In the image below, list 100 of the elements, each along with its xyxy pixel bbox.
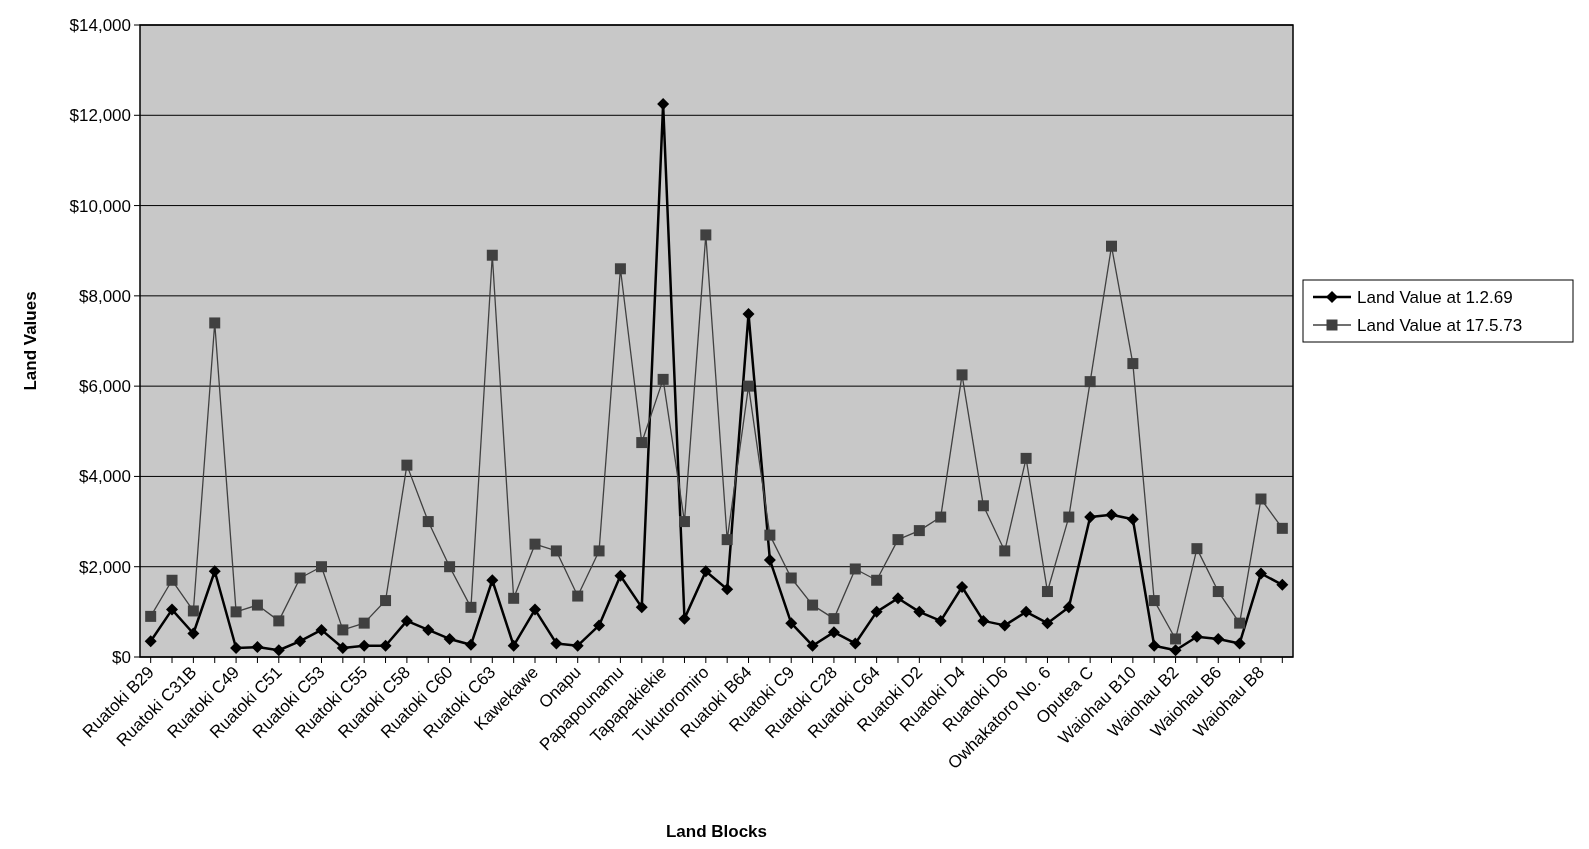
point	[400, 614, 413, 627]
point	[678, 516, 690, 528]
point	[742, 307, 755, 320]
point	[1190, 630, 1203, 643]
y-axis-title: Land Values	[21, 291, 40, 391]
point	[1170, 633, 1182, 645]
point	[999, 545, 1011, 557]
point	[635, 601, 648, 614]
point	[166, 574, 178, 586]
point	[977, 500, 989, 512]
point	[337, 624, 349, 636]
point	[1020, 452, 1032, 464]
point	[272, 644, 285, 657]
point	[935, 511, 947, 523]
point	[144, 635, 157, 648]
point	[1233, 637, 1246, 650]
point	[807, 599, 819, 611]
point	[550, 545, 562, 557]
y-tick-label: $10,000	[69, 196, 131, 216]
point	[1084, 376, 1096, 388]
point	[550, 637, 563, 650]
y-tick-label: $8,000	[79, 286, 131, 306]
point	[401, 459, 413, 471]
point	[699, 565, 712, 578]
point	[892, 534, 904, 546]
y-tick-label: $4,000	[79, 467, 131, 487]
point	[871, 574, 883, 586]
point	[614, 263, 626, 275]
point	[294, 572, 306, 584]
point	[251, 641, 264, 654]
point	[657, 98, 670, 110]
point	[1105, 508, 1118, 521]
point	[913, 525, 925, 537]
point	[273, 615, 285, 627]
point	[1126, 513, 1139, 526]
point	[529, 603, 542, 616]
point	[465, 601, 477, 613]
point	[358, 617, 370, 629]
point	[1148, 595, 1160, 607]
point	[166, 603, 179, 616]
point	[1276, 522, 1288, 534]
point	[209, 317, 221, 329]
point	[1254, 567, 1267, 580]
point	[913, 605, 926, 618]
y-tick-label: $14,000	[69, 15, 131, 35]
point	[444, 561, 456, 573]
point	[443, 632, 456, 645]
point	[1127, 358, 1139, 370]
y-tick-label: $6,000	[79, 377, 131, 397]
point	[849, 637, 862, 650]
y-tick-label: $2,000	[79, 557, 131, 577]
y-tick-label: $12,000	[69, 106, 131, 126]
point	[507, 639, 520, 652]
point	[1234, 617, 1246, 629]
point	[785, 617, 798, 630]
point	[464, 638, 477, 651]
point	[700, 229, 712, 241]
point	[593, 619, 606, 632]
point	[828, 613, 840, 625]
point	[827, 626, 840, 639]
point	[1063, 511, 1075, 523]
point	[1255, 493, 1267, 505]
point	[230, 606, 242, 618]
point	[251, 599, 263, 611]
point	[1062, 601, 1075, 614]
point	[870, 605, 883, 618]
point	[977, 614, 990, 627]
point	[529, 538, 541, 550]
point	[1148, 639, 1161, 652]
point	[764, 529, 776, 541]
point	[934, 614, 947, 627]
point	[422, 516, 434, 528]
point	[572, 590, 584, 602]
y-tick-label: $0	[112, 647, 131, 667]
point	[379, 639, 392, 652]
point	[1169, 644, 1182, 657]
point	[571, 639, 584, 652]
point	[486, 249, 498, 261]
point	[380, 595, 392, 607]
point	[721, 583, 734, 596]
point	[315, 623, 328, 636]
point	[593, 545, 605, 557]
point	[891, 592, 904, 605]
point	[956, 581, 969, 594]
point	[763, 553, 776, 566]
legend-label: Land Value at 1.2.69	[1357, 287, 1513, 307]
point	[208, 565, 221, 578]
x-axis-title: Land Blocks	[665, 822, 768, 841]
point	[1106, 240, 1118, 252]
point	[336, 641, 349, 654]
point	[508, 592, 520, 604]
point	[1212, 632, 1225, 645]
point	[187, 627, 200, 640]
legend-label: Land Value at 17.5.73	[1357, 315, 1523, 335]
point	[849, 563, 861, 575]
point	[1041, 586, 1053, 598]
point	[956, 369, 968, 381]
point	[743, 380, 755, 392]
point	[294, 635, 307, 648]
point	[422, 623, 435, 636]
